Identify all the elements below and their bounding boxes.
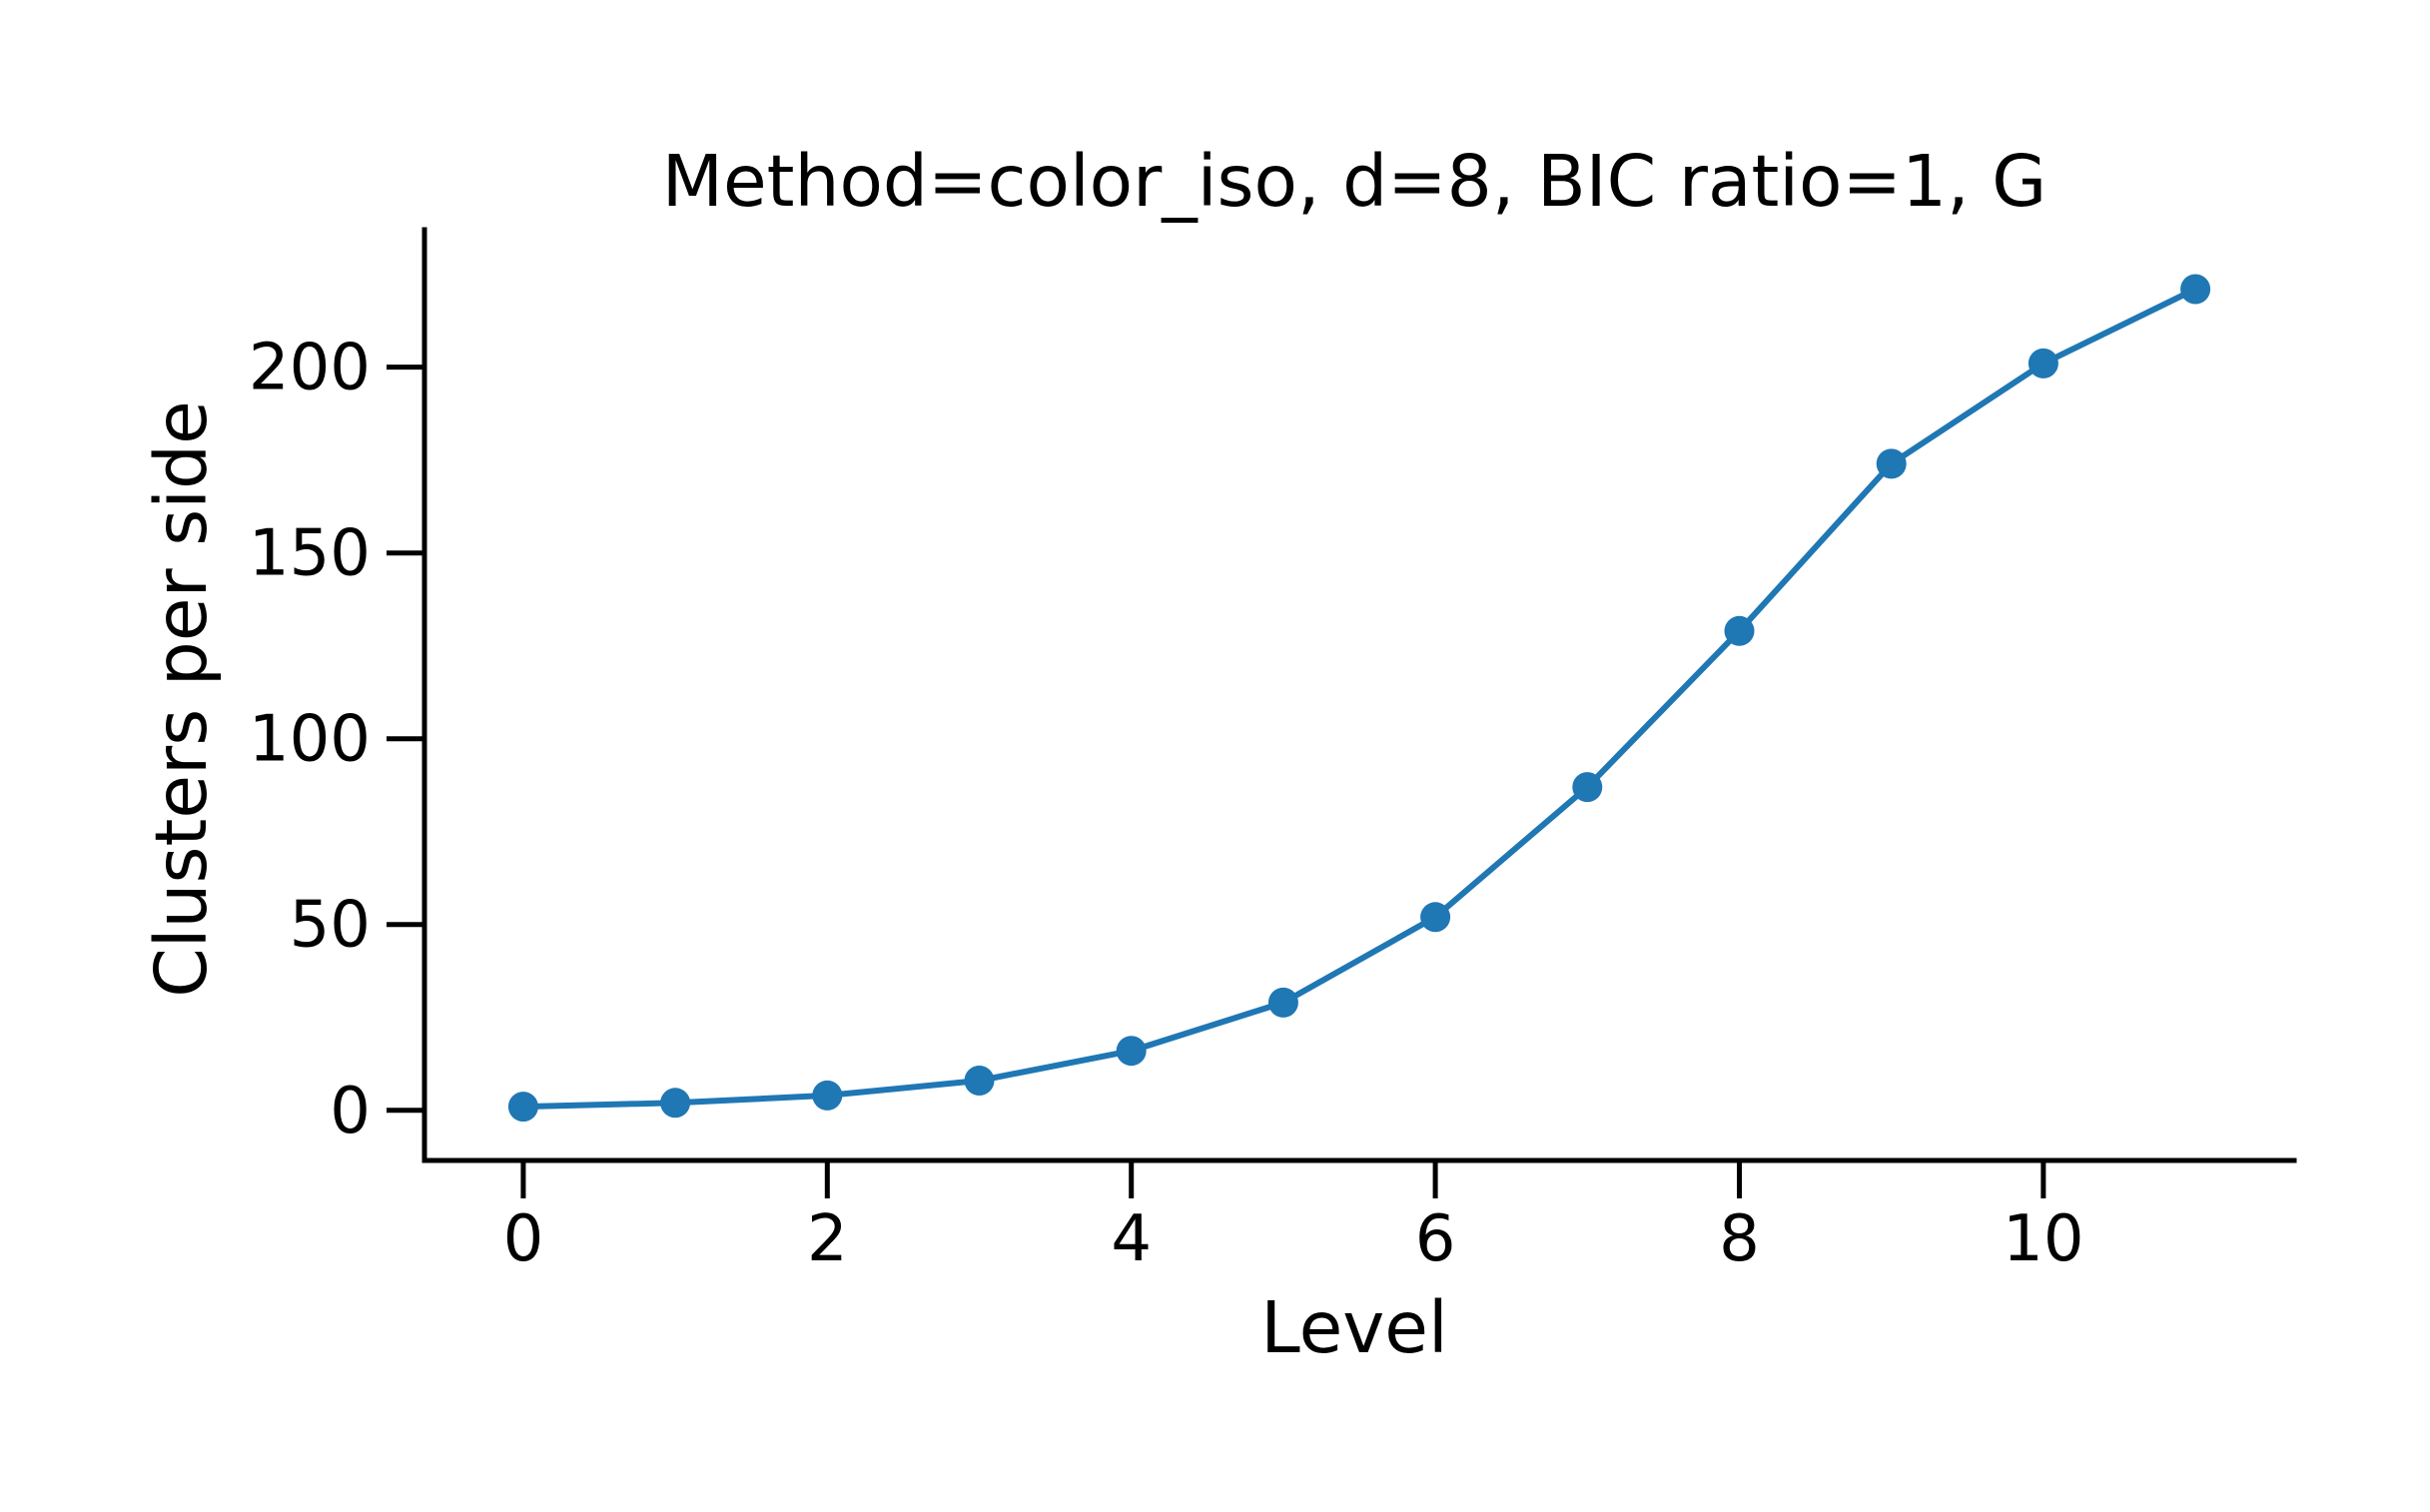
y-tick-label: 50	[290, 889, 371, 963]
data-point	[1724, 615, 1755, 646]
data-point	[1572, 772, 1603, 803]
x-axis: 0 2 4 6 8 10	[421, 1157, 2297, 1276]
data-point	[2180, 274, 2211, 305]
x-axis-label: Level	[1260, 1286, 1447, 1369]
x-tick-label: 8	[1719, 1202, 1760, 1276]
data-point	[964, 1066, 995, 1096]
y-tick-label: 0	[330, 1075, 371, 1148]
series-line	[519, 286, 2199, 1111]
data-point	[660, 1088, 691, 1119]
chart-title: Method=color_iso, d=8, BIC ratio=1, G	[662, 140, 2047, 223]
x-tick-label: 2	[807, 1202, 848, 1276]
x-tick-label: 6	[1415, 1202, 1456, 1276]
data-point	[1267, 987, 1298, 1018]
x-tick-label: 4	[1111, 1202, 1152, 1276]
data-point	[1420, 902, 1451, 933]
y-tick-label: 150	[249, 517, 371, 591]
data-point	[812, 1080, 843, 1111]
x-tick-label: 10	[2003, 1202, 2083, 1276]
y-axis-label: Clusters per side	[140, 400, 223, 998]
data-point	[507, 1092, 538, 1123]
data-point	[1116, 1036, 1147, 1067]
x-tick-label: 0	[503, 1202, 544, 1276]
data-point	[1876, 448, 1907, 479]
plot-series	[507, 274, 2211, 1123]
y-tick-label: 100	[249, 703, 371, 777]
y-axis: 0 50 100 150 200	[249, 227, 427, 1163]
y-tick-label: 200	[249, 332, 371, 405]
data-point	[2027, 348, 2058, 378]
